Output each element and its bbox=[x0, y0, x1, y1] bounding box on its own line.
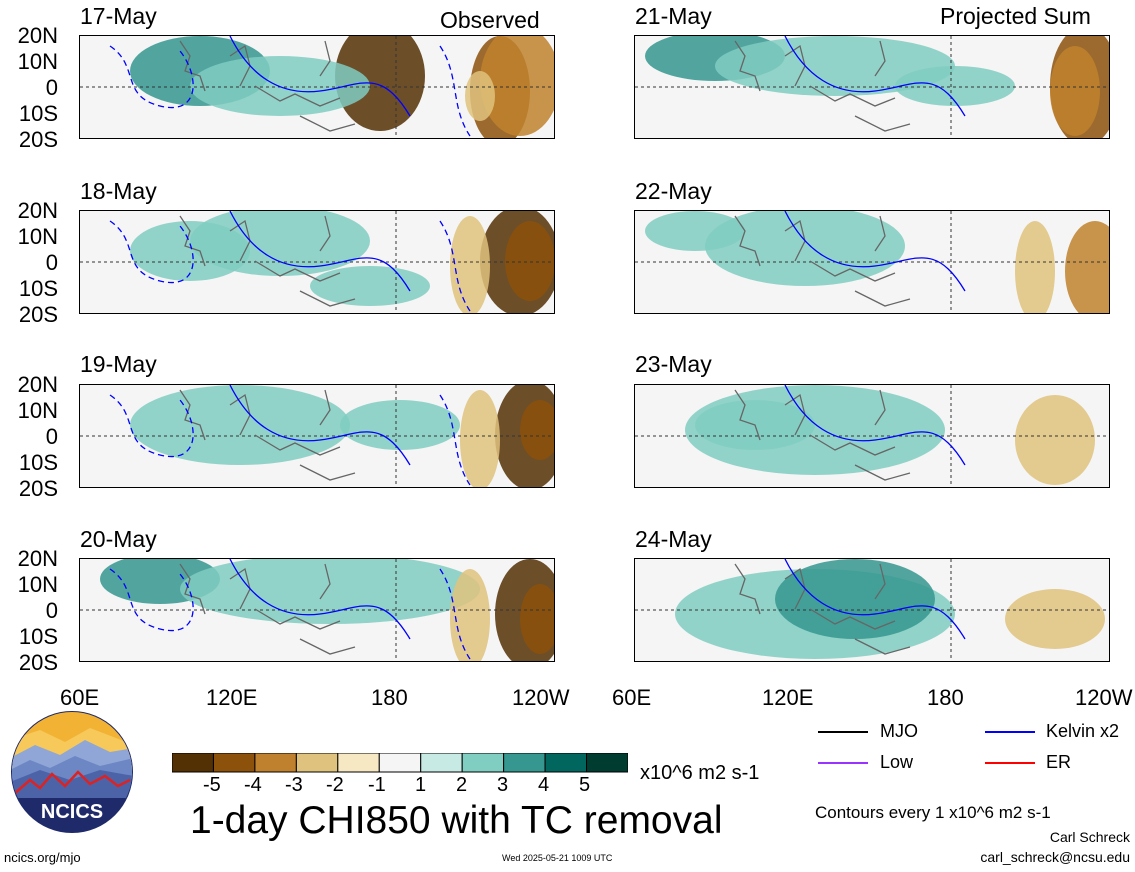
panel-date-right-3: 24-May bbox=[635, 526, 712, 552]
map-panel-left-1 bbox=[79, 210, 555, 314]
colorbar-units: x10^6 m2 s-1 bbox=[640, 762, 760, 784]
panel-date-left-2: 19-May bbox=[80, 351, 157, 377]
colorbar-swatch bbox=[461, 752, 505, 773]
panel-date-left-3: 20-May bbox=[80, 526, 157, 552]
colorbar-swatch bbox=[503, 752, 546, 773]
map-panel-left-2 bbox=[79, 384, 555, 488]
timestamp: Wed 2025-05-21 1009 UTC bbox=[502, 853, 613, 863]
map-panel-right-0 bbox=[634, 35, 1110, 139]
site-url[interactable]: ncics.org/mjo bbox=[4, 850, 81, 865]
map-panel-left-3 bbox=[79, 558, 555, 662]
panel-date-right-2: 23-May bbox=[635, 351, 712, 377]
map-panel-right-3 bbox=[634, 558, 1110, 662]
colorbar-swatch bbox=[337, 752, 380, 773]
map-panel-left-0 bbox=[79, 35, 555, 139]
map-panel-right-2 bbox=[634, 384, 1110, 488]
colorbar-swatch bbox=[212, 752, 256, 773]
colorbar-swatch bbox=[378, 752, 422, 773]
author: Carl Schreck bbox=[1049, 829, 1130, 845]
panel-date-left-0: 17-May bbox=[80, 3, 157, 29]
ncics-logo: NCICS bbox=[10, 710, 134, 834]
map-panel-right-1 bbox=[634, 210, 1110, 314]
colorbar-swatch bbox=[254, 752, 297, 773]
panel-date-right-1: 22-May bbox=[635, 178, 712, 204]
chart-title: 1-day CHI850 with TC removal bbox=[190, 799, 723, 842]
projected-label: Projected Sum bbox=[940, 3, 1091, 29]
colorbar-swatch bbox=[171, 752, 214, 773]
colorbar-swatch bbox=[586, 752, 629, 773]
contours-note: Contours every 1 x10^6 m2 s-1 bbox=[815, 803, 1051, 822]
logo-text: NCICS bbox=[41, 801, 103, 823]
colorbar-swatch bbox=[420, 752, 463, 773]
panel-date-left-1: 18-May bbox=[80, 178, 157, 204]
colorbar-swatch bbox=[295, 752, 339, 773]
email: carl_schreck@ncsu.edu bbox=[980, 849, 1130, 865]
colorbar bbox=[171, 752, 629, 778]
colorbar-swatch bbox=[544, 752, 588, 773]
panel-date-right-0: 21-May bbox=[635, 3, 712, 29]
observed-label: Observed bbox=[440, 7, 540, 33]
